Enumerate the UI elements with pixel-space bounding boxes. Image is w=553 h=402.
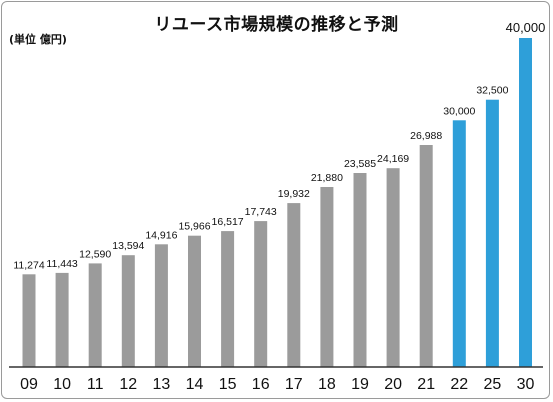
value-label-09: 11,274 (13, 259, 44, 271)
value-label-15: 16,517 (212, 216, 244, 228)
x-tick-20: 20 (384, 376, 402, 393)
unit-label: (単位 億円) (9, 33, 67, 46)
x-tick-25: 25 (484, 376, 502, 393)
value-label-19: 23,585 (344, 158, 376, 170)
x-tick-22: 22 (450, 376, 468, 393)
value-label-14: 15,966 (178, 221, 210, 233)
bar-21 (419, 145, 433, 367)
bar-09 (22, 274, 36, 367)
x-tick-16: 16 (252, 376, 270, 393)
x-tick-19: 19 (351, 376, 369, 393)
x-tick-11: 11 (87, 376, 104, 393)
chart-title: リユース市場規模の推移と予測 (154, 15, 399, 35)
x-tick-30: 30 (517, 376, 535, 393)
bar-15 (221, 231, 235, 367)
bar-18 (320, 187, 334, 367)
bar-30 (519, 38, 532, 367)
x-tick-15: 15 (219, 376, 237, 393)
bar-11 (88, 263, 102, 367)
x-tick-09: 09 (20, 376, 38, 393)
x-tick-21: 21 (417, 376, 435, 393)
bar-22 (452, 120, 466, 368)
x-tick-17: 17 (285, 376, 303, 393)
bar-25 (485, 99, 499, 367)
bar-17 (287, 203, 301, 367)
value-label-22: 30,000 (443, 105, 475, 117)
value-label-16: 17,743 (245, 206, 277, 218)
value-label-10: 11,443 (46, 258, 77, 270)
value-label-13: 14,916 (145, 229, 177, 241)
value-label-21: 26,988 (410, 130, 442, 142)
bar-14 (188, 235, 201, 367)
bars-group (22, 38, 532, 368)
bar-12 (121, 255, 135, 367)
bar-16 (254, 221, 268, 367)
x-tick-10: 10 (53, 376, 71, 393)
x-tick-13: 13 (153, 376, 171, 393)
value-label-11: 12,590 (79, 248, 111, 260)
x-tick-14: 14 (186, 376, 204, 393)
bar-10 (55, 272, 69, 367)
bar-13 (154, 244, 168, 367)
value-label-30: 40,000 (506, 20, 546, 35)
x-tick-18: 18 (318, 376, 336, 393)
value-label-17: 19,932 (278, 188, 310, 200)
value-label-18: 21,880 (311, 172, 343, 184)
x-tick-labels-group: 09 10 11 12 13 14 15 16 17 18 19 20 21 22 25 30 (20, 376, 534, 393)
value-label-25: 32,500 (476, 85, 508, 97)
bar-19 (353, 173, 367, 367)
bar-20 (386, 168, 400, 367)
x-tick-12: 12 (119, 376, 137, 393)
value-label-20: 24,169 (377, 153, 409, 165)
value-label-12: 13,594 (112, 240, 144, 252)
